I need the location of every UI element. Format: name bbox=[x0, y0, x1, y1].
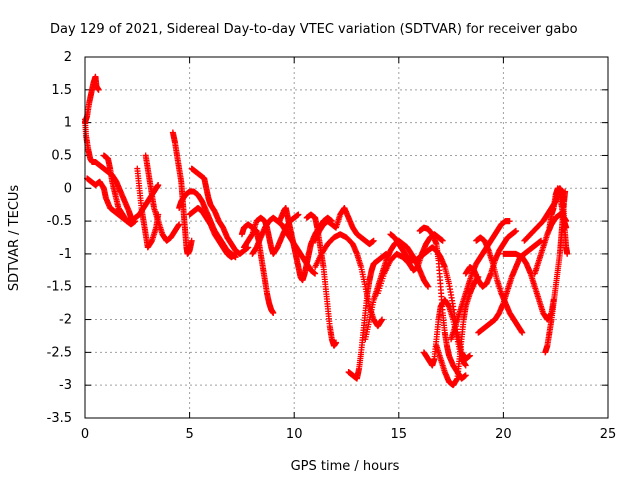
data-point bbox=[176, 221, 183, 228]
data-point bbox=[295, 211, 302, 218]
data-point bbox=[462, 362, 469, 369]
data-point bbox=[562, 188, 569, 195]
data-point bbox=[232, 250, 239, 257]
series-arc-24 bbox=[433, 273, 482, 389]
data-point bbox=[379, 316, 386, 323]
data-point bbox=[370, 237, 377, 244]
series-arc-32 bbox=[542, 188, 569, 356]
data-point bbox=[333, 339, 340, 346]
series-arc-6 bbox=[142, 152, 183, 244]
x-axis-title: GPS time / hours bbox=[291, 459, 400, 474]
y-tick-label: -2.5 bbox=[47, 345, 72, 360]
data-point bbox=[155, 181, 162, 188]
series-arc-21 bbox=[387, 231, 473, 362]
y-tick-label: -3 bbox=[59, 378, 72, 393]
data-point bbox=[312, 270, 319, 277]
y-tick-label: -1.5 bbox=[47, 280, 72, 295]
data-point bbox=[425, 283, 432, 290]
series-arc-33 bbox=[546, 185, 570, 231]
data-point bbox=[270, 309, 277, 316]
data-point bbox=[506, 218, 513, 225]
series-arc-2 bbox=[82, 116, 135, 221]
data-point bbox=[439, 237, 446, 244]
data-point bbox=[563, 224, 570, 231]
chart-title: Day 129 of 2021, Sidereal Day-to-day VTE… bbox=[50, 22, 578, 37]
data-point bbox=[564, 250, 571, 257]
series-arc-9 bbox=[188, 165, 252, 257]
x-tick-label: 25 bbox=[600, 427, 617, 442]
axis-tick-labels: 0 5 10 15 20 25 -3.5 -3 -2.5 -2 -1.5 -1 -0.5 0 0.5 1 1.5… bbox=[47, 50, 617, 442]
data-point bbox=[95, 86, 102, 93]
y-axis-title: SDTVAR / TECUs bbox=[7, 185, 22, 292]
y-tick-label: 2 bbox=[64, 50, 72, 65]
x-tick-label: 15 bbox=[391, 427, 408, 442]
data-point bbox=[466, 352, 473, 359]
series-arc-7 bbox=[169, 129, 195, 257]
series-arc-10 bbox=[186, 204, 239, 261]
data-point bbox=[519, 329, 526, 336]
plot-frame bbox=[84, 56, 609, 419]
y-tick-label: 1.5 bbox=[51, 83, 72, 98]
series-arc-16 bbox=[312, 204, 377, 248]
y-tick-label: -0.5 bbox=[47, 214, 72, 229]
y-tick-label: -3.5 bbox=[47, 411, 72, 426]
series-arc-18 bbox=[345, 250, 390, 382]
x-tick-label: 10 bbox=[286, 427, 303, 442]
grid bbox=[85, 57, 608, 418]
data-points bbox=[82, 73, 571, 389]
x-tick-label: 20 bbox=[495, 427, 512, 442]
y-tick-label: 0 bbox=[64, 181, 72, 196]
y-tick-label: -2 bbox=[59, 313, 72, 328]
data-point bbox=[188, 237, 195, 244]
y-tick-label: -1 bbox=[59, 247, 72, 262]
x-tick-label: 5 bbox=[185, 427, 193, 442]
y-tick-label: 1 bbox=[64, 116, 72, 131]
y-tick-label: 0.5 bbox=[51, 148, 72, 163]
x-tick-label: 0 bbox=[81, 427, 89, 442]
data-point bbox=[462, 372, 469, 379]
data-point bbox=[512, 227, 519, 234]
